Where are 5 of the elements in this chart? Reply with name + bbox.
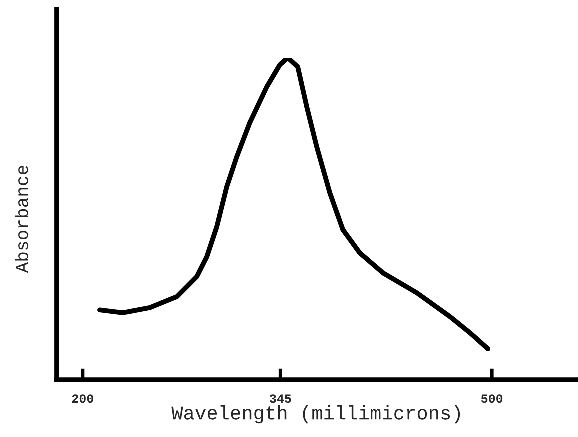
x-tick-label: 500 <box>481 394 503 404</box>
x-tick-label: 200 <box>72 394 94 404</box>
x-axis-title: Wavelength (millimicrons) <box>172 406 460 424</box>
x-tick-label: 345 <box>270 394 292 404</box>
y-axis-title: Absorbance <box>15 166 28 274</box>
